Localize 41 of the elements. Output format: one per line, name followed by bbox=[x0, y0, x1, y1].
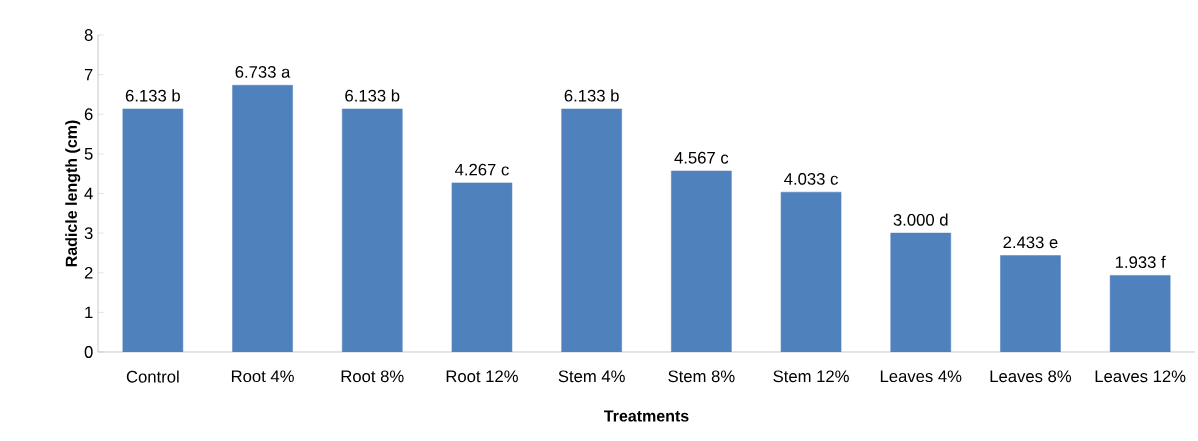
bar bbox=[232, 84, 293, 352]
x-tick-label: Stem 8% bbox=[668, 370, 735, 383]
x-tick-label: Root 4% bbox=[231, 370, 294, 383]
bar bbox=[780, 191, 842, 352]
y-tick-label: 2 bbox=[84, 266, 93, 279]
data-label: 4.567 c bbox=[674, 151, 729, 164]
data-label: 6.133 b bbox=[564, 89, 619, 102]
data-label: 6.133 b bbox=[345, 89, 400, 102]
y-tick-label: 8 bbox=[84, 29, 93, 41]
x-tick-label: Leaves 8% bbox=[990, 370, 1072, 383]
data-label: 6.133 b bbox=[125, 89, 180, 102]
y-tick-label: 5 bbox=[84, 148, 93, 160]
bar bbox=[1000, 255, 1061, 352]
x-tick-label: Stem 4% bbox=[558, 370, 625, 383]
bar bbox=[451, 182, 513, 352]
x-tick-label: Root 8% bbox=[341, 370, 404, 383]
y-tick-label: 0 bbox=[84, 346, 93, 358]
bar bbox=[1109, 275, 1171, 352]
y-tick-label: 6 bbox=[84, 108, 93, 121]
y-tick-label: 4 bbox=[84, 187, 93, 200]
y-tick-label: 1 bbox=[85, 306, 93, 319]
x-axis-title: Treatments bbox=[604, 410, 689, 422]
data-label: 2.433 e bbox=[1003, 236, 1058, 249]
data-label: 4.033 c bbox=[784, 173, 838, 185]
x-tick-label: Root 12% bbox=[446, 370, 518, 383]
y-tick-label: 3 bbox=[84, 227, 93, 240]
y-tick-label: 7 bbox=[84, 68, 93, 81]
bar bbox=[890, 232, 952, 352]
bar bbox=[671, 170, 732, 352]
x-tick-label: Stem 12% bbox=[773, 370, 849, 383]
bar bbox=[561, 108, 622, 352]
x-tick-label: Control bbox=[126, 370, 179, 383]
x-tick-label: Leaves 12% bbox=[1095, 370, 1186, 383]
bar bbox=[122, 108, 184, 352]
y-axis-title: Radicle length (cm) bbox=[65, 120, 81, 267]
data-label: 1.933 f bbox=[1115, 255, 1166, 269]
bar bbox=[342, 108, 403, 352]
data-label: 6.733 a bbox=[235, 66, 291, 78]
data-label: 4.267 c bbox=[455, 163, 509, 176]
x-tick-label: Leaves 4% bbox=[880, 370, 962, 383]
data-label: 3.000 d bbox=[893, 213, 948, 226]
